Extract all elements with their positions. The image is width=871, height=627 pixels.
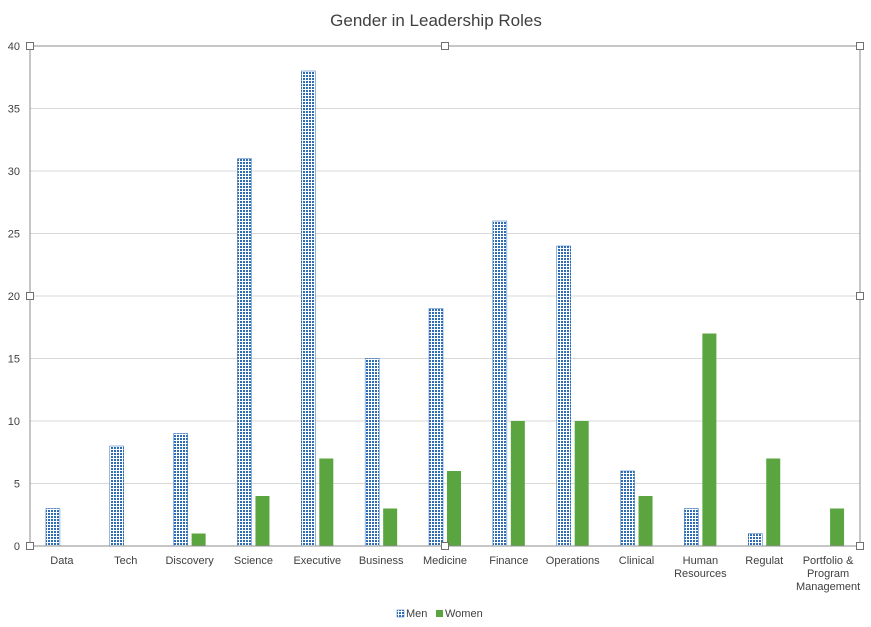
women-bar (319, 458, 334, 546)
men-bar (45, 508, 61, 547)
x-category-label: Executive (293, 555, 341, 567)
y-tick-label: 0 (14, 541, 20, 553)
resize-handle[interactable] (26, 542, 34, 550)
y-tick-label: 35 (8, 104, 20, 116)
resize-handle[interactable] (856, 292, 864, 300)
x-category-label: Data (50, 555, 74, 567)
legend-swatch-men (396, 609, 405, 618)
men-bar (428, 308, 444, 547)
women-bar (830, 508, 845, 546)
women-bar (766, 458, 781, 546)
x-category-label: Business (359, 555, 404, 567)
men-bar (747, 533, 763, 547)
resize-handle[interactable] (856, 542, 864, 550)
women-bar (574, 421, 589, 546)
resize-handle[interactable] (26, 42, 34, 50)
men-bar (109, 445, 125, 547)
y-tick-label: 30 (8, 166, 20, 178)
x-axis-categories: Data Tech Discovery Science Executive Busines… (50, 555, 860, 593)
x-category-label: Human Resources (674, 555, 727, 580)
y-tick-label: 5 (14, 479, 20, 491)
women-bar (447, 471, 461, 546)
plot-area-frame[interactable] (26, 42, 864, 550)
men-bar (556, 245, 571, 547)
chart-title: Gender in Leadership Roles (330, 11, 542, 30)
y-axis-ticks: 0 5 10 15 20 25 30 35 40 (8, 41, 20, 553)
men-bar (620, 470, 635, 547)
men-bar (684, 508, 699, 547)
x-category-label: Science (234, 555, 273, 567)
x-category-label: Discovery (165, 555, 214, 567)
men-bar (492, 220, 508, 547)
x-category-label: Portfolio & Program Management (796, 555, 860, 593)
y-tick-label: 25 (8, 229, 20, 241)
x-category-label: Tech (114, 555, 137, 567)
y-tick-label: 20 (8, 291, 20, 303)
legend: Men Women (396, 608, 483, 620)
x-category-label: Medicine (423, 555, 467, 567)
x-category-label: Operations (546, 555, 600, 567)
legend-swatch-women (436, 610, 443, 617)
gridlines (30, 45, 860, 547)
women-bar (510, 421, 525, 546)
x-category-label: Finance (489, 555, 528, 567)
legend-label-men: Men (406, 608, 427, 620)
resize-handle[interactable] (441, 42, 449, 50)
women-bar (638, 496, 653, 546)
resize-handle[interactable] (441, 542, 449, 550)
women-bar (255, 496, 270, 546)
women-bar (702, 333, 717, 546)
men-bar (364, 358, 380, 547)
women-bar (191, 533, 206, 546)
bars (45, 70, 845, 547)
x-category-label: Regulat (745, 555, 783, 567)
men-bar (173, 433, 188, 547)
y-tick-label: 15 (8, 354, 20, 366)
resize-handle[interactable] (26, 292, 34, 300)
x-category-label: Clinical (619, 555, 654, 567)
y-tick-label: 10 (8, 416, 20, 428)
men-bar (301, 70, 316, 547)
y-tick-label: 40 (8, 41, 20, 53)
men-bar (237, 158, 252, 547)
women-bar (383, 508, 398, 546)
resize-handle[interactable] (856, 42, 864, 50)
legend-label-women: Women (445, 608, 483, 620)
